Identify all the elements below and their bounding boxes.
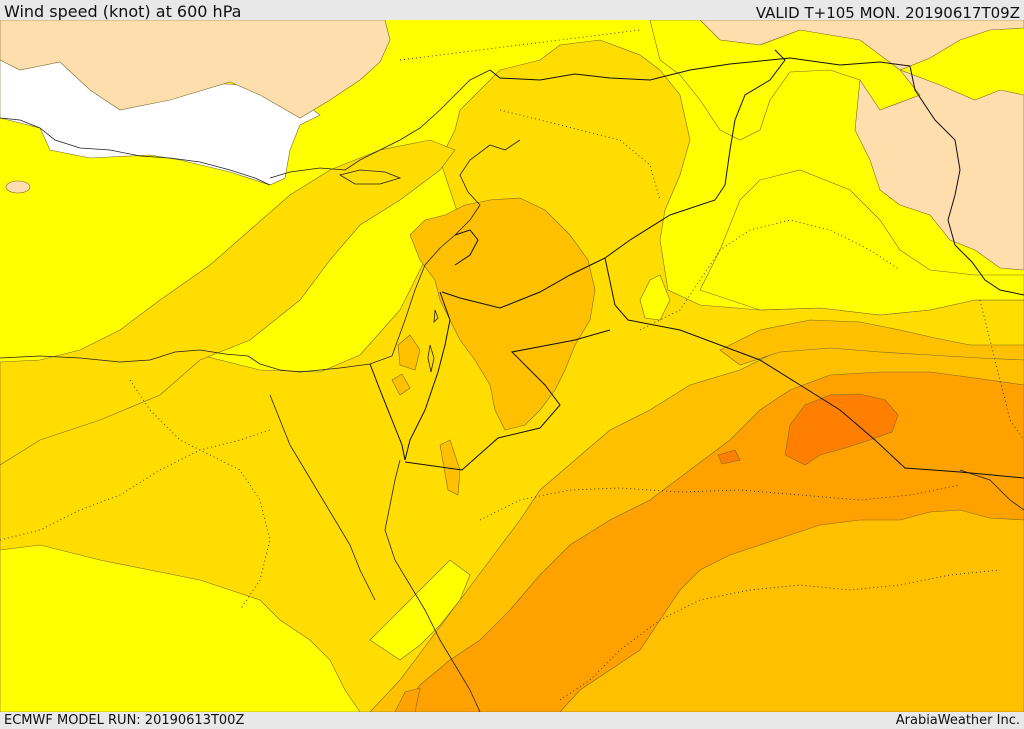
valid-time: VALID T+105 MON. 20190617T09Z	[755, 4, 1020, 22]
band-6-core	[784, 393, 899, 466]
model-run-label: ECMWF MODEL RUN: 20190613T00Z	[4, 713, 245, 728]
band-2-sinai	[0, 544, 361, 712]
border-iraq-iran	[909, 65, 1024, 296]
band-5-jet	[399, 371, 1024, 712]
band-4-cell-b	[391, 373, 411, 396]
border-iraq-saudi	[604, 257, 1024, 479]
band-4-levant	[409, 197, 596, 431]
coastline-gulf-suez	[269, 394, 376, 601]
border-lebanon	[454, 229, 479, 266]
admin-boundary-syria	[499, 109, 661, 201]
border-syria-jordan	[441, 257, 606, 309]
band-5-tail	[394, 687, 421, 712]
border-egypt-israel	[369, 363, 406, 461]
band-4-cell-c	[439, 439, 461, 496]
coastline-aegean	[0, 117, 271, 186]
border-jordan-israel	[404, 291, 451, 461]
band-2-pocket	[639, 274, 671, 321]
band-6-cell	[717, 449, 741, 465]
border-jordan-saudi	[404, 329, 611, 471]
admin-boundary-iraq	[639, 219, 901, 331]
border-syria-iraq	[604, 49, 786, 259]
wind-speed-map	[0, 20, 1024, 712]
low-wind-turkey	[0, 20, 391, 119]
map-title: Wind speed (knot) at 600 hPa	[4, 2, 242, 21]
coastline-dead-sea	[427, 344, 435, 373]
admin-boundary-saudi-2	[559, 569, 1001, 701]
border-turkey-syria	[489, 57, 911, 81]
low-wind-cell	[5, 180, 31, 194]
admin-boundary-turkey	[399, 29, 641, 61]
band-3-west	[0, 139, 456, 466]
credit-label: ArabiaWeather Inc.	[895, 713, 1020, 728]
map-canvas	[0, 20, 1024, 712]
coastline-galilee	[433, 309, 439, 324]
coastline-turkey-south	[269, 69, 491, 179]
band-2-iran	[649, 20, 921, 141]
band-2-saudi-north	[369, 559, 471, 661]
band-4-cell-a	[397, 334, 421, 371]
coastline-gulf	[959, 469, 1024, 511]
coastline-cyprus	[338, 169, 402, 185]
footer-bar: ECMWF MODEL RUN: 20190613T00Z ArabiaWeat…	[0, 712, 1024, 729]
title-bar: Wind speed (knot) at 600 hPa VALID T+105…	[0, 0, 1024, 22]
band-2-iraq-east	[699, 169, 1024, 316]
low-wind-zagros	[854, 69, 1024, 271]
admin-boundary-egypt	[0, 429, 271, 541]
band-4-tip	[719, 319, 1024, 366]
coastline-red-sea	[384, 459, 481, 712]
